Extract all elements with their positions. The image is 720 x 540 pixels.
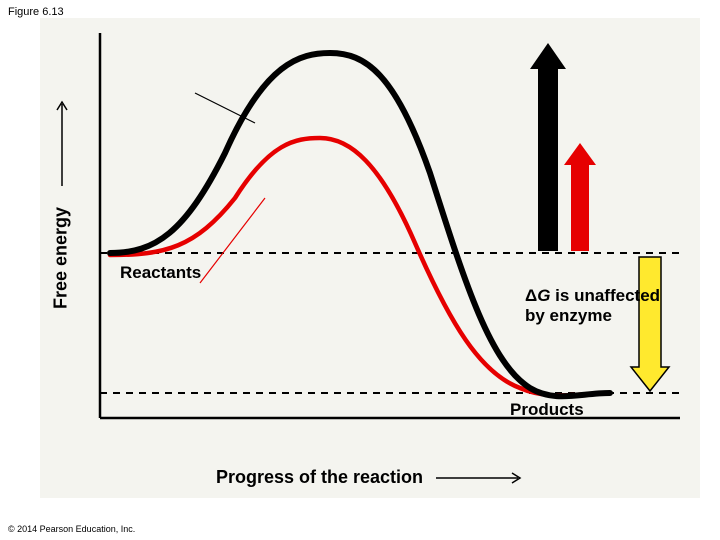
x-axis-arrow-icon bbox=[434, 471, 524, 485]
y-axis-arrow-icon bbox=[55, 98, 69, 188]
delta-g-label-line1: ΔG is unaffected bbox=[525, 286, 660, 305]
reactants-label: Reactants bbox=[120, 263, 201, 282]
page: Figure 6.13 Free energy Reactants Prod bbox=[0, 0, 720, 540]
energy-diagram: Reactants Products ΔG is unaffected by e… bbox=[90, 23, 690, 453]
copyright-text: © 2014 Pearson Education, Inc. bbox=[8, 524, 135, 534]
products-label: Products bbox=[510, 400, 584, 419]
chart-panel: Free energy Reactants Products bbox=[40, 18, 700, 498]
pointer-line-catalyzed bbox=[200, 198, 265, 283]
uncatalyzed-curve bbox=[110, 53, 610, 396]
delta-g-label-line2: by enzyme bbox=[525, 306, 612, 325]
x-axis-label: Progress of the reaction bbox=[216, 467, 423, 487]
ea-arrow-uncatalyzed bbox=[530, 43, 566, 251]
x-axis-label-row: Progress of the reaction bbox=[40, 467, 700, 488]
y-axis-label: Free energy bbox=[51, 207, 72, 309]
delta-g-arrow bbox=[631, 257, 669, 391]
ea-arrow-catalyzed bbox=[564, 143, 596, 251]
figure-label: Figure 6.13 bbox=[8, 6, 64, 18]
